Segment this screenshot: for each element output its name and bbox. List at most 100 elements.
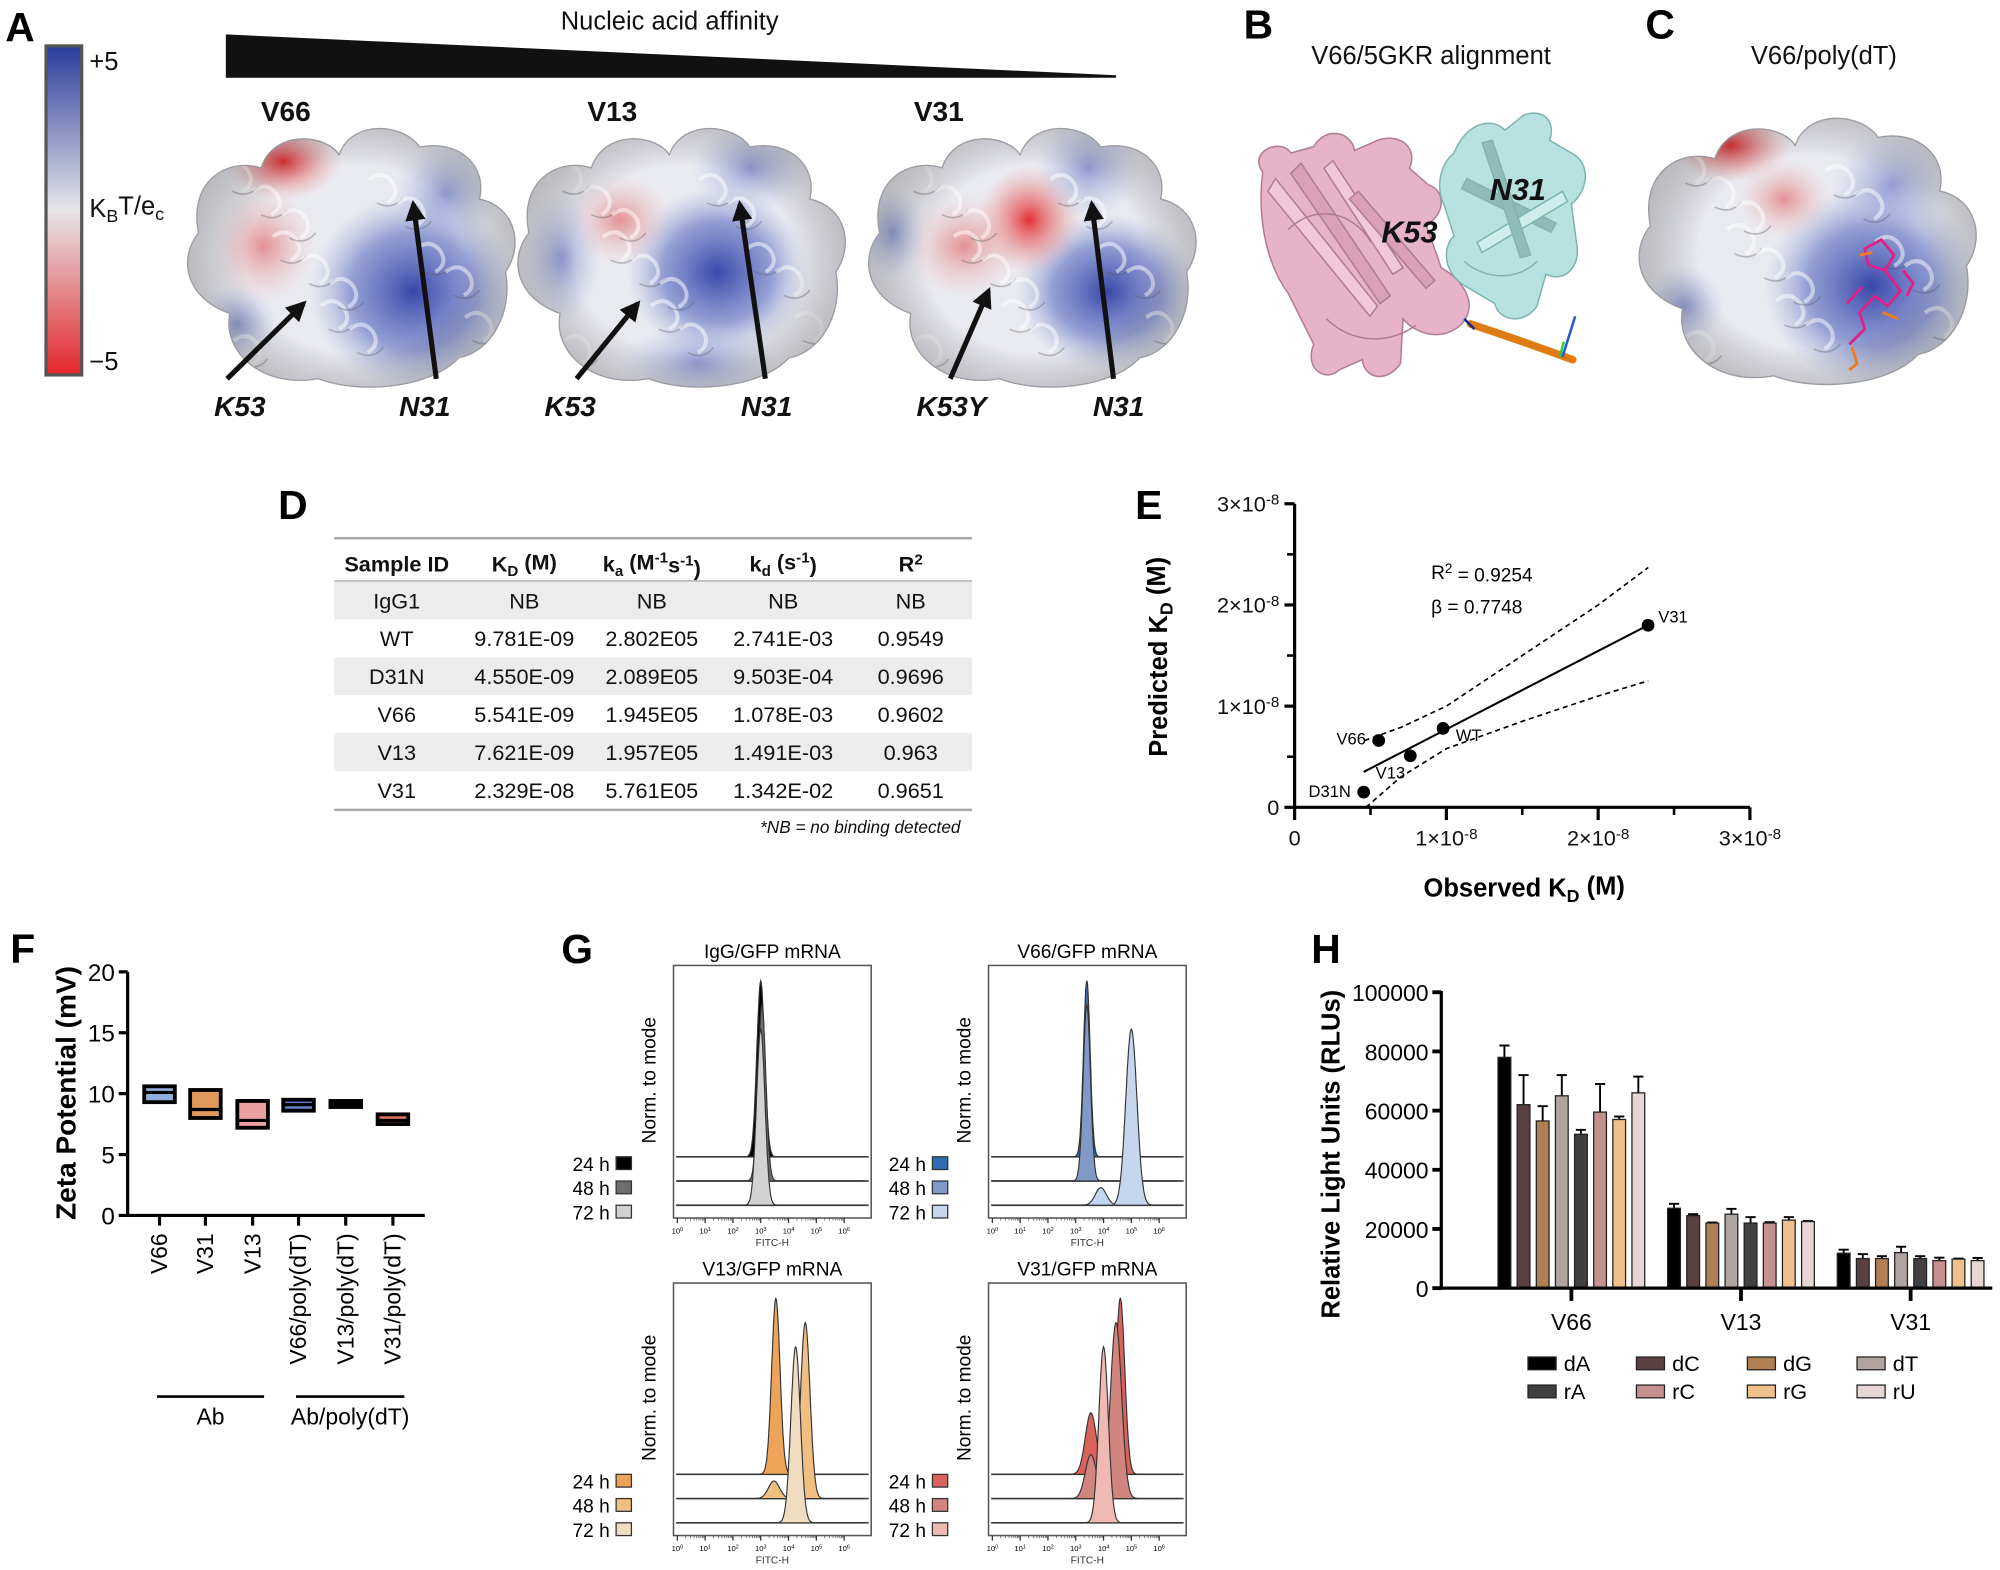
category-label: V66/poly(dT)	[285, 1233, 311, 1364]
nucleic-acid-base	[1463, 317, 1476, 330]
bar-rC	[1762, 1222, 1777, 1289]
x-tick-label: 100	[987, 1226, 999, 1235]
bar-group-v66: V66	[1497, 1044, 1646, 1335]
column-header: ka (M-1s-1)	[603, 549, 701, 580]
x-tick-label: 103	[755, 1544, 767, 1553]
y-axis-label: Norm. to mode	[955, 1017, 976, 1143]
table-cell: 0.9549	[878, 626, 944, 651]
x-tick-label: 101	[1014, 1226, 1026, 1235]
y-tick-label: 10	[88, 1082, 115, 1109]
histogram-72h	[992, 1345, 1179, 1524]
legend-label: 48 h	[572, 1179, 609, 1200]
x-tick-label: 103	[755, 1226, 767, 1235]
panel-b: B V66/5GKR alignment K53 N31	[1244, 1, 1586, 378]
legend-label: dA	[1564, 1351, 1591, 1376]
table-cell: IgG1	[373, 588, 420, 613]
table-cell: 7.621E-09	[474, 740, 574, 765]
x-tick-label: 1×10-8	[1415, 826, 1477, 851]
table-cell: 1.945E05	[605, 702, 698, 727]
row-shading	[334, 657, 972, 696]
x-tick-label: 103	[1070, 1544, 1082, 1553]
bar-dG	[1535, 1120, 1550, 1289]
x-tick-label: 105	[811, 1544, 823, 1553]
rlu-bar-chart: 0 20000 40000 60000 80000 100000 Relative Ligh…	[1317, 980, 1993, 1404]
bar-dG	[1874, 1257, 1889, 1289]
fit-line	[1363, 624, 1649, 773]
table-cell: 9.503E-04	[733, 664, 833, 689]
row-shading	[334, 581, 972, 620]
legend-label: rG	[1783, 1379, 1807, 1404]
legend-swatch	[1856, 1356, 1886, 1371]
category-label: V13/poly(dT)	[332, 1233, 358, 1364]
column-header: R2	[899, 551, 923, 576]
legend-label: 72 h	[572, 1203, 609, 1224]
legend-swatch	[931, 1204, 949, 1219]
residue-label: N31	[1093, 391, 1144, 422]
panel-c: C V66/poly(dT)	[1638, 1, 1977, 386]
table-cell: V66	[377, 702, 416, 727]
bar-group-v13: V13	[1667, 1202, 1815, 1335]
histogram-plot: IgG/GFP mRNA Norm. to mode 24 h 48 h 72 h 100…	[572, 942, 872, 1249]
histogram-72h	[677, 1027, 864, 1206]
point-label: V13	[1376, 764, 1406, 783]
y-axis-label: Zeta Potential (mV)	[50, 966, 81, 1220]
x-tick-label: 103	[1070, 1226, 1082, 1235]
panel-label-g: G	[561, 926, 593, 972]
x-tick-label: 105	[1126, 1226, 1138, 1235]
category-label: V13	[239, 1233, 265, 1274]
bar-rG	[1781, 1219, 1796, 1289]
y-tick-label: 15	[88, 1021, 115, 1048]
bar-rU	[1800, 1220, 1815, 1289]
flow-histograms: IgG/GFP mRNA Norm. to mode 24 h 48 h 72 h 100…	[572, 942, 1187, 1567]
bar-rA	[1913, 1257, 1928, 1289]
table-cell: 1.957E05	[605, 740, 698, 765]
surface-structures: V66 K53 N31 V13 K53 N31 V31 K53Y N31	[186, 96, 1197, 422]
data-point-v13	[1403, 749, 1417, 763]
plot-title: V31/GFP mRNA	[1017, 1259, 1157, 1280]
table-cell: 2.741E-03	[733, 626, 833, 651]
structure-name: V31	[914, 96, 964, 127]
x-tick-label: 106	[838, 1226, 850, 1235]
panel-d: D Sample ID KD (M) ka (M-1s-1) kd (s-1) R2 Ig…	[278, 482, 972, 837]
electrostatic-surface	[867, 127, 1197, 388]
kd-scatter-chart: 0 1×10-8 2×10-8 3×10-8 0 1×10-8 2×10-8 3×10-8 Ob…	[1143, 491, 1781, 906]
structure-name: V66	[261, 96, 311, 127]
ribbon-chain-a	[1258, 132, 1470, 378]
beta-annotation: β = 0.7748	[1431, 597, 1522, 618]
confidence-band-lower	[1365, 680, 1649, 808]
panel-c-title: V66/poly(dT)	[1751, 42, 1897, 70]
point-label: D31N	[1309, 782, 1351, 801]
histogram-24h	[992, 1296, 1179, 1475]
table-cell: 4.550E-09	[474, 664, 574, 689]
legend-label: 72 h	[572, 1521, 609, 1542]
column-header: Sample ID	[344, 551, 449, 576]
x-tick-label: 102	[727, 1544, 739, 1553]
table-cell: 9.781E-09	[474, 626, 574, 651]
histogram-plot: V13/GFP mRNA Norm. to mode 24 h 48 h 72 h 100…	[572, 1259, 872, 1567]
arrow-icon	[947, 287, 992, 380]
panel-b-title: V66/5GKR alignment	[1311, 42, 1551, 70]
bar-dT	[1724, 1213, 1739, 1289]
x-tick-label: 104	[1098, 1544, 1110, 1553]
table-cell: WT	[380, 626, 414, 651]
y-tick-label: 0	[101, 1203, 114, 1230]
table-cell: 0.9651	[878, 778, 944, 803]
table-row: V66 5.541E-09 1.945E05 1.078E-03 0.9602	[377, 702, 943, 727]
legend-swatch	[615, 1522, 633, 1537]
panel-f: F 0 5 10 15 20 Zeta Potential (mV) V66 V31 V13 V6…	[10, 926, 425, 1430]
x-axis-label: Observed KD (M)	[1424, 872, 1625, 906]
bar-rA	[1573, 1133, 1588, 1289]
legend-swatch	[931, 1156, 949, 1171]
group-label: Ab/poly(dT)	[291, 1404, 410, 1430]
y-tick-label: 3×10-8	[1217, 491, 1279, 516]
histogram-72h	[992, 1028, 1179, 1206]
residue-label: K53	[214, 391, 266, 422]
x-tick-label: 102	[727, 1226, 739, 1235]
legend-swatch	[615, 1204, 633, 1219]
table-cell: 5.541E-09	[474, 702, 574, 727]
arrow-icon	[1083, 200, 1117, 380]
histogram-48h	[992, 1002, 1179, 1182]
table-cell: NB	[509, 588, 539, 613]
table-cell: NB	[768, 588, 798, 613]
